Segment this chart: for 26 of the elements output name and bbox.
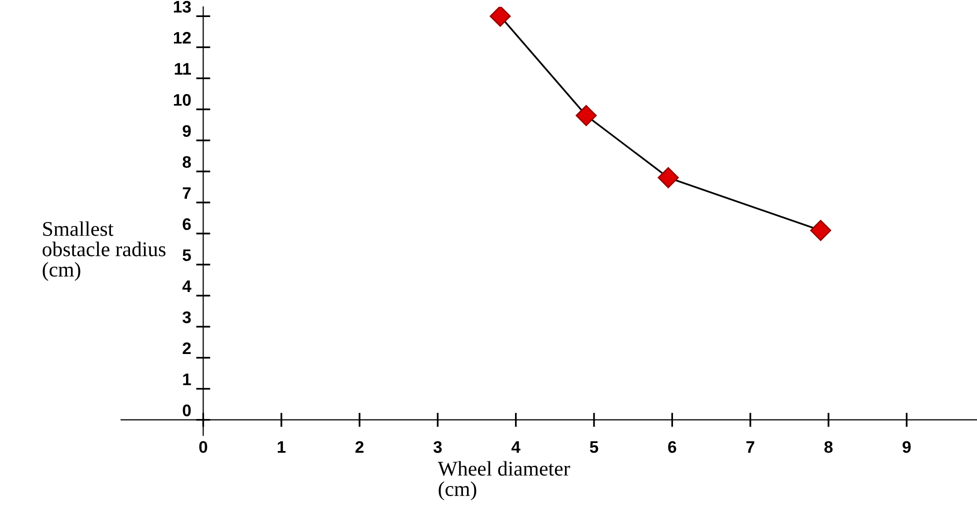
y-tick-label: 2 xyxy=(182,342,191,354)
y-tick-label: 8 xyxy=(182,156,191,168)
x-tick-label: 3 xyxy=(433,441,442,453)
y-tick-label: 5 xyxy=(182,249,191,262)
y-tick-label: 11 xyxy=(174,63,191,75)
y-tick-label: 10 xyxy=(174,94,191,106)
y-tick-label: 3 xyxy=(182,311,191,324)
x-tick-label: 4 xyxy=(511,441,520,453)
y-tick-label: 7 xyxy=(182,187,191,199)
y-tick-label: 13 xyxy=(174,0,191,13)
x-tick-label: 0 xyxy=(199,441,208,453)
y-axis-title: Smallest obstacle radius (cm) xyxy=(42,221,166,281)
y-tick-label: 0 xyxy=(182,404,191,416)
x-tick-label: 8 xyxy=(824,441,833,453)
x-tick-label: 7 xyxy=(746,441,754,453)
x-axis-title: Wheel diameter (cm) xyxy=(438,461,570,500)
y-tick-label: 1 xyxy=(183,374,191,386)
y-tick-label: 6 xyxy=(182,218,191,230)
y-tick-label: 9 xyxy=(182,125,191,137)
x-tick-label: 2 xyxy=(355,441,364,453)
x-tick-label: 1 xyxy=(278,441,286,453)
x-tick-label: 9 xyxy=(902,441,911,453)
x-tick-label: 6 xyxy=(668,441,676,453)
y-tick-label: 4 xyxy=(182,280,192,292)
x-tick-label: 5 xyxy=(590,441,598,453)
y-tick-label: 12 xyxy=(174,32,191,44)
